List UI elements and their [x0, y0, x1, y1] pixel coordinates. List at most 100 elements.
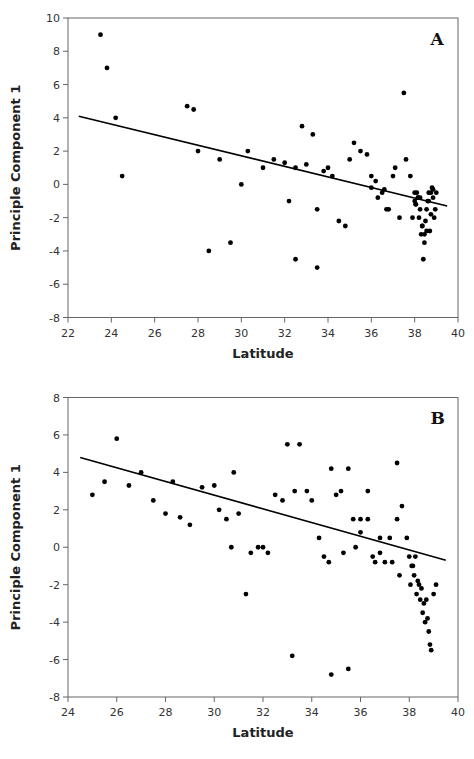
point: [424, 597, 429, 602]
point: [187, 522, 192, 527]
point: [365, 489, 370, 494]
tick-label: -4: [49, 616, 60, 629]
point: [386, 207, 391, 212]
tick-label: 4: [53, 466, 60, 479]
tick-label: 4: [53, 112, 60, 125]
axis-label: Principle Component 1: [8, 85, 23, 251]
tick: [63, 84, 68, 85]
point: [285, 442, 290, 447]
point: [417, 215, 422, 220]
tick-label: -6: [49, 654, 60, 667]
tick-label: -2: [49, 212, 60, 225]
tick-label: -6: [49, 278, 60, 291]
point: [273, 492, 278, 497]
point: [239, 182, 244, 187]
point: [329, 466, 334, 471]
tick: [284, 318, 285, 323]
point: [206, 249, 211, 254]
tick-label: 28: [191, 327, 205, 340]
point: [401, 90, 406, 95]
point: [404, 157, 409, 162]
point: [365, 517, 370, 522]
tick: [241, 318, 242, 323]
point: [236, 511, 241, 516]
tick-label: 24: [61, 706, 75, 719]
tick-label: 32: [278, 327, 292, 340]
tick: [63, 584, 68, 585]
point: [346, 667, 351, 672]
point: [292, 489, 297, 494]
tick: [458, 697, 459, 702]
point: [387, 535, 392, 540]
point: [426, 629, 431, 634]
point: [434, 582, 439, 587]
point: [317, 535, 322, 540]
point: [293, 257, 298, 262]
point: [178, 515, 183, 520]
point: [351, 517, 356, 522]
tick: [63, 317, 68, 318]
tick: [214, 697, 215, 702]
point: [420, 224, 425, 229]
point: [358, 517, 363, 522]
point: [114, 436, 119, 441]
tick-label: 8: [53, 45, 60, 58]
tick-label: 8: [53, 392, 60, 405]
tick-label: 40: [451, 706, 465, 719]
point: [421, 257, 426, 262]
regression-line: [79, 116, 447, 206]
point: [433, 207, 438, 212]
tick: [63, 659, 68, 660]
panel-label: A: [430, 29, 445, 49]
tick-label: -2: [49, 579, 60, 592]
tick: [63, 434, 68, 435]
tick-label: 38: [402, 706, 416, 719]
tick-label: 32: [256, 706, 270, 719]
regression-line: [80, 457, 446, 560]
point: [395, 461, 400, 466]
point: [326, 165, 331, 170]
tick: [68, 318, 69, 323]
point: [322, 554, 327, 559]
tick: [360, 697, 361, 702]
point: [373, 179, 378, 184]
tick: [68, 697, 69, 702]
point: [127, 483, 132, 488]
axis-label: Latitude: [232, 725, 294, 740]
tick-label: -8: [49, 691, 60, 704]
tick: [409, 697, 410, 702]
tick-label: 0: [53, 541, 60, 554]
point: [411, 564, 416, 569]
point: [300, 124, 305, 129]
point: [429, 648, 434, 653]
point: [185, 104, 190, 109]
tick-label: 40: [451, 327, 465, 340]
point: [404, 535, 409, 540]
point: [352, 140, 357, 145]
point: [282, 160, 287, 165]
point: [217, 507, 222, 512]
tick-label: 6: [53, 79, 60, 92]
tick-label: 6: [53, 429, 60, 442]
point: [287, 199, 292, 204]
tick: [63, 51, 68, 52]
point: [304, 162, 309, 167]
point: [280, 498, 285, 503]
point: [329, 672, 334, 677]
tick-label: 2: [53, 504, 60, 517]
tick: [458, 318, 459, 323]
point: [407, 554, 412, 559]
point: [229, 545, 234, 550]
tick-label: 0: [53, 178, 60, 191]
point: [315, 265, 320, 270]
point: [290, 653, 295, 658]
tick: [111, 318, 112, 323]
tick: [263, 697, 264, 702]
point: [358, 149, 363, 154]
panel: 22242628303234363840-8-6-4-20246810Latit…: [8, 12, 465, 361]
point: [339, 489, 344, 494]
point: [334, 492, 339, 497]
tick: [63, 547, 68, 548]
tick: [63, 397, 68, 398]
tick-label: 36: [364, 327, 378, 340]
